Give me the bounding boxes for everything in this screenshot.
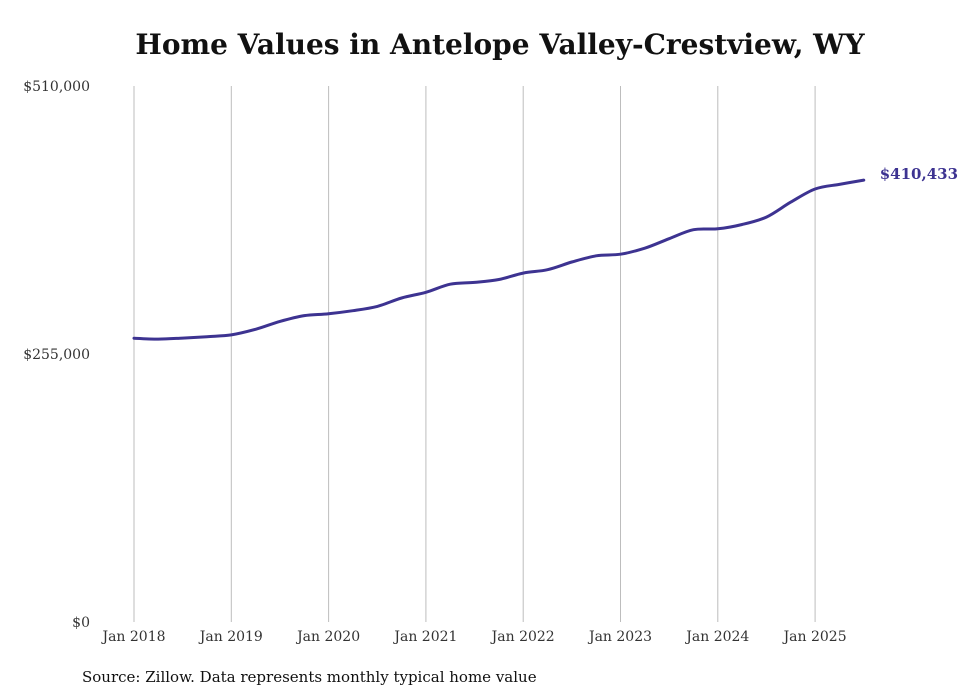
y-tick-label: $0 xyxy=(72,615,90,631)
x-tick-label: Jan 2023 xyxy=(587,629,652,645)
end-value-label: $410,433 xyxy=(880,165,958,183)
data-labels: $410,433 xyxy=(880,165,958,183)
x-tick-label: Jan 2021 xyxy=(392,629,457,645)
series-line xyxy=(132,178,866,341)
series-lines xyxy=(132,178,866,341)
x-tick-label: Jan 2024 xyxy=(684,629,749,645)
x-tick-label: Jan 2022 xyxy=(490,629,555,645)
x-tick-label: Jan 2019 xyxy=(198,629,263,645)
x-axis-ticks: Jan 2018 Jan 2019 Jan 2020 Jan 2021 Jan 2022… xyxy=(100,629,846,645)
y-axis-ticks: $0 $255,000 $510,000 xyxy=(23,79,90,631)
gridlines xyxy=(133,86,816,622)
x-tick-label: Jan 2020 xyxy=(295,629,360,645)
y-tick-label: $510,000 xyxy=(23,79,90,95)
x-tick-label: Jan 2018 xyxy=(100,629,165,645)
y-tick-label: $255,000 xyxy=(23,347,90,363)
x-tick-label: Jan 2025 xyxy=(782,629,847,645)
source-note: Source: Zillow. Data represents monthly … xyxy=(82,668,537,686)
chart-title: Home Values in Antelope Valley-Crestview… xyxy=(135,28,865,61)
